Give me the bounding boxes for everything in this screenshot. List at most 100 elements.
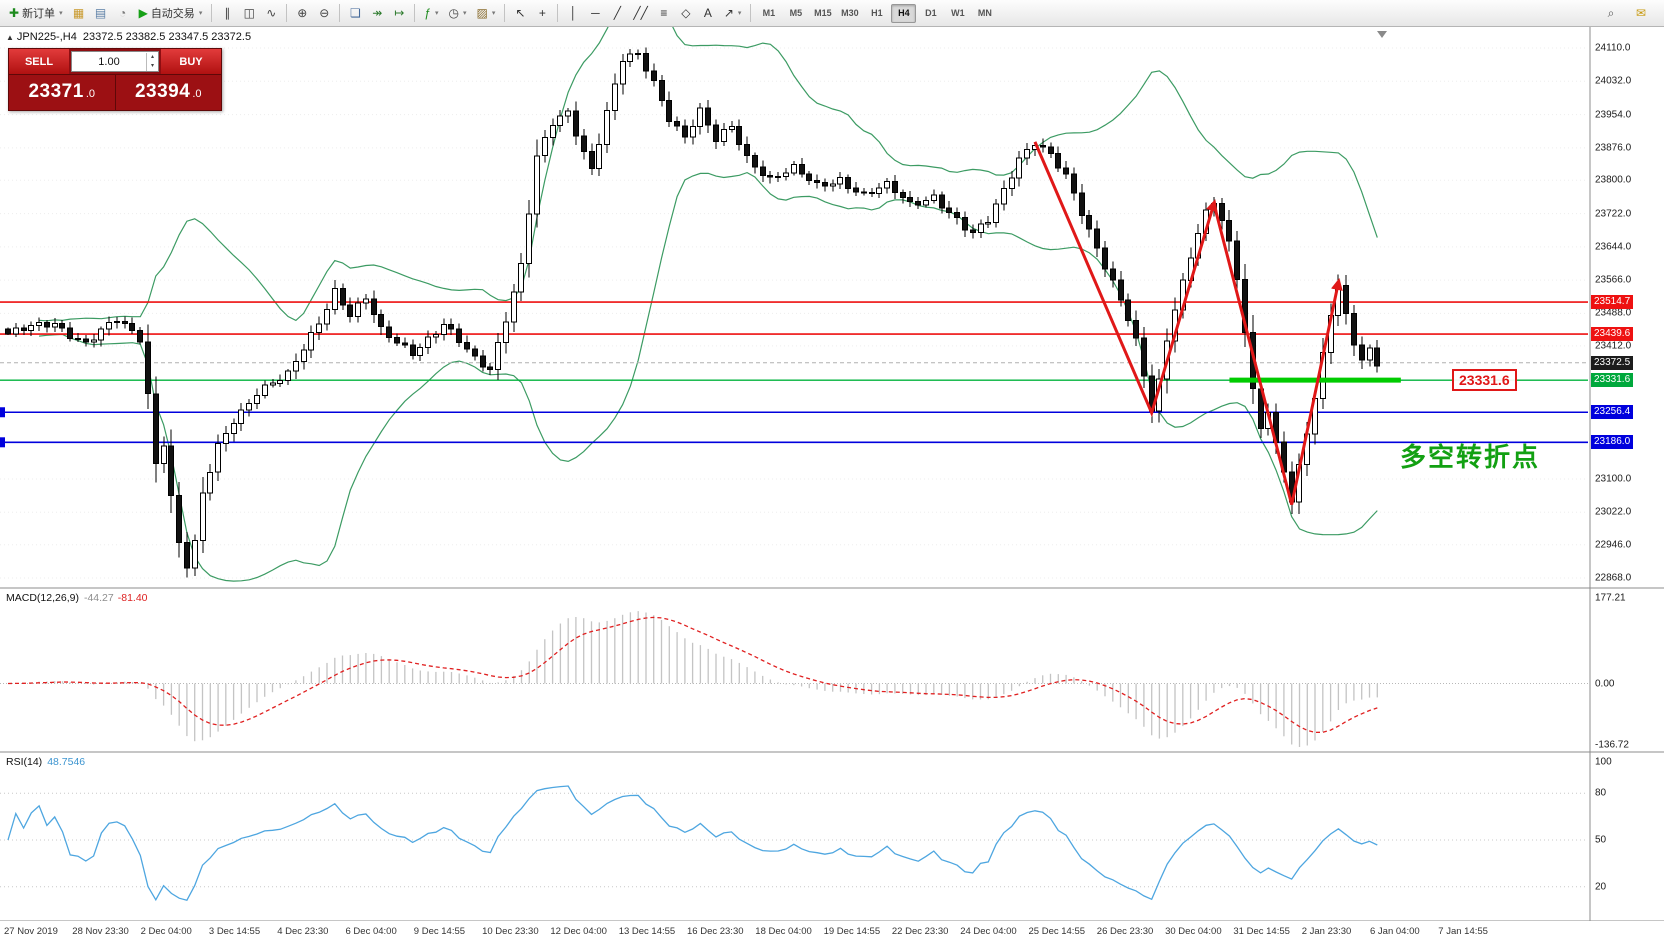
- chart-info: ▲ JPN225-,H4 23372.5 23382.5 23347.5 23372…: [6, 31, 251, 43]
- vertical-line-button[interactable]: │: [562, 3, 584, 24]
- toolbar-separator: [211, 4, 213, 22]
- refresh-icon: ◔: [118, 6, 127, 20]
- timeframe-h1[interactable]: H1: [871, 8, 883, 18]
- charts-button[interactable]: ▦: [68, 3, 90, 24]
- sell-price[interactable]: 23371.0: [9, 75, 116, 110]
- chat-button[interactable]: ✉: [1630, 3, 1652, 24]
- turning-point-annotation[interactable]: 多空转折点: [1400, 443, 1541, 473]
- tile-windows-icon: ❏: [349, 6, 361, 20]
- text-button[interactable]: A: [697, 3, 719, 24]
- search-button[interactable]: ⌕: [1600, 3, 1622, 24]
- bollinger-upper-band: [39, 0, 1378, 322]
- bar-chart-button[interactable]: ∥: [216, 3, 238, 24]
- volume-value[interactable]: 1.00: [98, 55, 120, 68]
- trendline-button[interactable]: ╱: [606, 3, 628, 24]
- time-label: 26 Dec 23:30: [1096, 926, 1154, 937]
- arrows-button[interactable]: ↗ ▾: [719, 3, 747, 24]
- toolbar: ✚ 新订单 ▾ ▦ ▤ ◔ ▶ 自动交易 ▾ ∥ ◫ ∿ ⊕ ⊖ ❏ ↠ ↦ ƒ ▾ ◷ ▾ ▨ ▾ ↖ + │ ─ ╱ ╱╱ ≡ ◇ A ↗ ▾…: [0, 0, 1664, 27]
- templates-icon: ▨: [476, 6, 488, 20]
- price-tag-support: 23186.0: [1591, 435, 1634, 450]
- indicators-icon: ƒ: [424, 6, 432, 20]
- shapes-icon: ◇: [681, 6, 691, 20]
- new-order-icon: ✚: [9, 6, 20, 20]
- buy-button[interactable]: BUY: [161, 49, 221, 74]
- toolbar-separator: [557, 4, 559, 22]
- buy-price[interactable]: 23394.0: [115, 75, 221, 110]
- grid: [0, 47, 1588, 579]
- chat-icon: ✉: [1635, 6, 1647, 20]
- macd-axis-value: -136.72: [1595, 739, 1629, 751]
- price-tick: 23954.0: [1595, 109, 1632, 121]
- price-tick: 23800.0: [1595, 174, 1632, 186]
- price-tick: 22946.0: [1595, 539, 1632, 551]
- zoom-out-icon: ⊖: [319, 6, 330, 20]
- timeframe-m30[interactable]: M30: [841, 8, 859, 18]
- crosshair-icon: +: [538, 6, 546, 20]
- sell-button[interactable]: SELL: [9, 49, 69, 74]
- zoom-out-button[interactable]: ⊖: [313, 3, 335, 24]
- indicators-button[interactable]: ƒ ▾: [419, 3, 443, 24]
- price-tag-resistance: 23439.6: [1591, 327, 1634, 342]
- trend-zigzag-arrow-2[interactable]: [1212, 203, 1343, 505]
- horizontal-line-button[interactable]: ─: [584, 3, 606, 24]
- auto-scroll-button[interactable]: ↠: [366, 3, 388, 24]
- volume-field[interactable]: 1.00 ▴ ▾: [71, 51, 159, 72]
- timeframe-d1[interactable]: D1: [925, 8, 937, 18]
- channel-button[interactable]: ╱╱: [628, 3, 652, 24]
- toolbar-separator: [414, 4, 416, 22]
- pivot-price-label[interactable]: 23331.6: [1452, 369, 1517, 391]
- auto-trading-icon: ▶: [138, 6, 148, 20]
- templates-button[interactable]: ▨ ▾: [472, 3, 501, 24]
- cursor-button[interactable]: ↖: [509, 3, 531, 24]
- text-icon: A: [703, 6, 712, 20]
- chart-shift-marker[interactable]: [1377, 31, 1387, 38]
- level-lines[interactable]: [0, 301, 1588, 448]
- volume-down-button[interactable]: ▾: [150, 62, 154, 69]
- toolbar-separator: [750, 4, 752, 22]
- macd-name: MACD(12,26,9): [6, 592, 79, 604]
- toolbar-right: ⌕ ✉: [1600, 3, 1660, 24]
- price-tick: 23876.0: [1595, 142, 1632, 154]
- timeframe-h4[interactable]: H4: [891, 3, 917, 23]
- price-tick: 23022.0: [1595, 506, 1632, 518]
- trend-zigzag-arrow-1[interactable]: [1033, 141, 1218, 418]
- price-tag-current-price: 23372.5: [1591, 355, 1634, 370]
- price-tick: 23412.0: [1595, 340, 1632, 352]
- timeframe-m5[interactable]: M5: [789, 8, 803, 18]
- candles: [5, 47, 1380, 578]
- profiles-button[interactable]: ▤: [90, 3, 112, 24]
- fibonacci-button[interactable]: ≡: [653, 3, 675, 24]
- dropdown-arrow-icon: ▾: [59, 10, 63, 17]
- time-label: 2 Jan 23:30: [1301, 926, 1352, 937]
- search-icon: ⌕: [1607, 6, 1615, 20]
- macd-label: MACD(12,26,9) -44.27 -81.40: [6, 592, 148, 604]
- rsi-name: RSI(14): [6, 756, 43, 768]
- time-axis[interactable]: [0, 921, 1664, 946]
- volume-up-button[interactable]: ▴: [150, 53, 154, 60]
- crosshair-button[interactable]: +: [531, 3, 553, 24]
- chart-shift-button[interactable]: ↦: [388, 3, 410, 24]
- macd-main-value: -44.27: [83, 592, 114, 604]
- line-chart-button[interactable]: ∿: [260, 3, 282, 24]
- timeframe-m15[interactable]: M15: [814, 8, 832, 18]
- bollinger-lower-band: [39, 171, 1378, 582]
- bollinger-bands: [39, 0, 1378, 582]
- zoom-in-button[interactable]: ⊕: [291, 3, 313, 24]
- periods-button[interactable]: ◷ ▾: [444, 3, 472, 24]
- collapse-icon[interactable]: ▲: [6, 33, 14, 42]
- price-tick: 23722.0: [1595, 208, 1632, 220]
- auto-trading-button[interactable]: ▶ 自动交易 ▾: [134, 3, 208, 24]
- shapes-button[interactable]: ◇: [675, 3, 697, 24]
- timeframe-m1[interactable]: M1: [762, 8, 776, 18]
- macd-signal-value: -81.40: [117, 592, 148, 604]
- timeframe-mn[interactable]: MN: [977, 8, 992, 18]
- buy-price-small: .0: [192, 88, 202, 100]
- tile-windows-button[interactable]: ❏: [344, 3, 366, 24]
- dropdown-arrow-icon: ▾: [737, 10, 742, 17]
- refresh-button[interactable]: ◔: [112, 3, 134, 24]
- timeframe-w1[interactable]: W1: [951, 8, 965, 18]
- candlestick-button[interactable]: ◫: [238, 3, 260, 24]
- horizontal-line-icon: ─: [591, 6, 600, 20]
- new-order-button[interactable]: ✚ 新订单 ▾: [4, 3, 68, 24]
